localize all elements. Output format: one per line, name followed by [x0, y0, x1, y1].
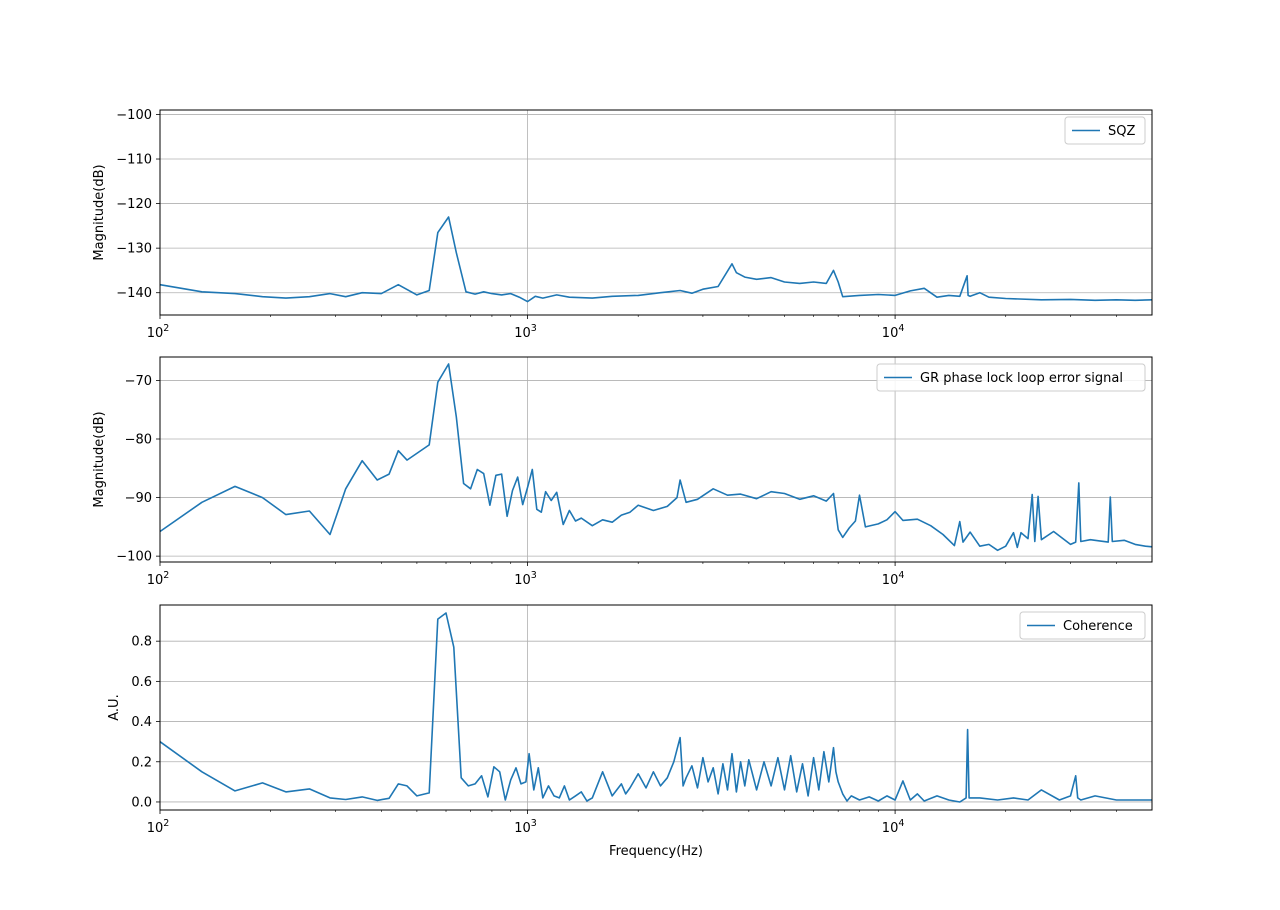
chart-3: 0.0 0.2 0.4 0.6 0.8 102 103 104 Coherence A.U. Fre… [107, 604, 1153, 859]
chart-1-ytick-label-1: −110 [116, 153, 152, 168]
chart-2-xtick-label-2: 104 [882, 570, 905, 588]
chart-1-ytick-label-3: −130 [116, 242, 152, 257]
chart-3-legend-label: Coherence [1063, 619, 1133, 634]
chart-3-series-1 [159, 612, 1152, 803]
chart-2-ylabel: Magnitude(dB) [92, 411, 107, 507]
chart-1-ytick-label-2: −120 [116, 197, 152, 212]
chart-3-xtick-label-0: 102 [147, 818, 170, 836]
chart-2-ytick-label-3: −100 [116, 550, 152, 565]
chart-3-ylabel: A.U. [107, 694, 122, 720]
chart-1-axes-frame [159, 109, 1153, 316]
chart-3-legend: Coherence [1019, 611, 1146, 640]
chart-3-xtick-label-1: 103 [514, 818, 537, 836]
chart-1-legend: SQZ [1064, 116, 1146, 145]
chart-3-ytick-label-2: 0.4 [131, 715, 152, 730]
chart-3-ytick-label-4: 0.8 [131, 635, 152, 650]
chart-2-legend: GR phase lock loop error signal [876, 363, 1146, 392]
chart-3-legend-box [1019, 611, 1146, 640]
chart-2: −70 −80 −90 −100 102 103 104 GR phase lock loop… [92, 356, 1153, 588]
chart-3-ytick-label-3: 0.6 [131, 675, 152, 690]
chart-3-xtick-label-2: 104 [882, 818, 905, 836]
chart-1-legend-box [1064, 116, 1146, 145]
chart-2-series-1 [159, 363, 1153, 552]
chart-1-xtick-label-2: 104 [882, 323, 905, 341]
chart-2-ytick-label-2: −90 [125, 491, 152, 506]
chart-3-axes-frame [159, 604, 1153, 811]
chart-2-legend-label: GR phase lock loop error signal [920, 371, 1123, 386]
chart-2-legend-box [876, 363, 1146, 392]
chart-2-ytick-label-1: −80 [125, 433, 152, 448]
chart-3-ytick-label-0: 0.0 [131, 795, 152, 810]
chart-1-ylabel: Magnitude(dB) [92, 164, 107, 260]
chart-1: −100 −110 −120 −130 −140 102 103 104 SQZ Magnitud… [92, 108, 1153, 341]
chart-1-xtick-label-1: 103 [514, 323, 537, 341]
chart-1-xtick-label-0: 102 [147, 323, 170, 341]
chart-2-ytick-label-0: −70 [125, 374, 152, 389]
chart-1-ytick-label-4: −140 [116, 286, 152, 301]
chart-3-xlabel: Frequency(Hz) [609, 844, 703, 859]
chart-2-xtick-label-0: 102 [147, 570, 170, 588]
chart-2-xtick-label-1: 103 [514, 570, 537, 588]
chart-2-axes-frame [159, 356, 1153, 563]
chart-1-series-1 [159, 216, 1153, 303]
chart-1-ytick-label-0: −100 [116, 108, 152, 123]
chart-1-legend-label: SQZ [1108, 124, 1135, 139]
chart-3-ytick-label-1: 0.2 [131, 755, 152, 770]
